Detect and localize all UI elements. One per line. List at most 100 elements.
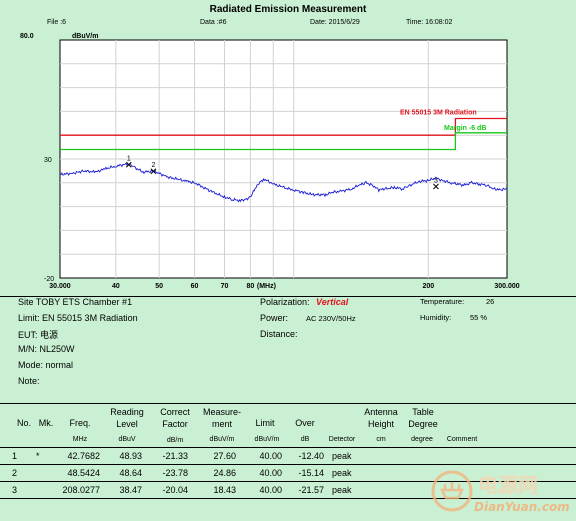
- row-limit: 40.00: [259, 451, 282, 461]
- polarization-row: Polarization: Vertical: [260, 297, 348, 307]
- watermark-en: DianYuan.com: [474, 500, 570, 514]
- row-rule-4: [0, 498, 576, 499]
- chart-labels: 80.0 30 -20 dBuV/m 30.000 40 50 60 70 80 200 300.00…: [20, 33, 520, 290]
- row-measure: 24.86: [213, 468, 236, 478]
- file-label: File :6: [47, 19, 67, 26]
- eut-row: EUT: 电源: [18, 328, 58, 341]
- polarization-label: Polarization:: [260, 297, 310, 307]
- col-over: Over: [295, 418, 315, 428]
- humidity-label: Humidity:: [420, 313, 452, 322]
- unit-over: dB: [300, 436, 310, 443]
- site-value: TOBY ETS Chamber #1: [35, 297, 133, 307]
- col-correct-2: Factor: [162, 419, 188, 429]
- row-correct: -20.04: [162, 485, 188, 495]
- col-correct-1: Correct: [160, 407, 190, 417]
- peak-marker: [125, 161, 132, 168]
- limit-line: [60, 117, 507, 136]
- col-no: No.: [16, 418, 31, 428]
- unit-freq: MHz: [72, 436, 88, 443]
- row-detector: peak: [332, 485, 352, 495]
- row-rule-2: [0, 464, 576, 465]
- humidity-value: 55 %: [470, 313, 488, 322]
- divider: [0, 296, 576, 297]
- y-tick-label: -20: [44, 276, 54, 283]
- unit-comment: Comment: [446, 436, 478, 443]
- row-correct: -23.78: [162, 468, 188, 478]
- col-antenna-1: Antenna: [364, 407, 398, 417]
- temperature-value: 26: [486, 297, 495, 306]
- row-freq: 48.5424: [67, 468, 100, 478]
- peak-marker-label: 2: [151, 162, 155, 169]
- dianyuan-watermark: 电源网 DianYuan.com: [431, 470, 570, 514]
- limit-label: Limit:: [18, 313, 40, 323]
- row-measure: 27.60: [213, 451, 236, 461]
- row-reading: 38.47: [119, 485, 142, 495]
- row-detector: peak: [332, 451, 352, 461]
- col-freq: Freq.: [69, 418, 91, 428]
- row-correct: -21.33: [162, 451, 188, 461]
- margin-line: [60, 132, 507, 151]
- row-over: -12.40: [298, 451, 324, 461]
- row-freq: 208.0277: [62, 485, 100, 495]
- measurement-trace: [60, 162, 508, 203]
- unit-antenna: cm: [376, 436, 386, 443]
- x-tick-label: 80: [247, 283, 255, 290]
- col-table-1: Table: [412, 407, 434, 417]
- col-table-2: Degree: [408, 419, 438, 429]
- row-freq: 42.7682: [67, 451, 100, 461]
- y-tick-label: 30: [44, 157, 52, 164]
- mn-row: M/N: NL250W: [18, 344, 75, 354]
- eut-value: 电源: [40, 330, 59, 340]
- row-detector: peak: [332, 468, 352, 478]
- distance-label: Distance:: [260, 329, 298, 339]
- row-limit: 40.00: [259, 468, 282, 478]
- row-rule-3: [0, 481, 576, 482]
- mn-label: M/N:: [18, 344, 37, 354]
- table-top-rule: [0, 403, 576, 404]
- temperature-label: Temperature:: [420, 297, 465, 306]
- peak-marker-label: 1: [127, 156, 131, 163]
- limit-value: EN 55015 3M Radiation: [42, 313, 138, 323]
- row-over: -15.14: [298, 468, 324, 478]
- power-value: AC 230V/50Hz: [306, 314, 356, 323]
- note-label: Note:: [18, 376, 40, 386]
- row-measure: 18.43: [213, 485, 236, 495]
- peak-marker-label: 3: [434, 178, 438, 185]
- row-rule-1: [0, 447, 576, 448]
- unit-correct: dB/m: [166, 437, 184, 444]
- plug-icon: [431, 470, 473, 512]
- row-reading: 48.93: [119, 451, 142, 461]
- row-mk: *: [36, 451, 40, 461]
- power-label: Power:: [260, 313, 289, 323]
- plug-prongs-icon: [439, 482, 465, 500]
- x-tick-label: 60: [191, 283, 199, 290]
- row-reading: 48.64: [119, 468, 142, 478]
- x-tick-label: 40: [112, 283, 120, 290]
- date-label: Date: 2015/6/29: [310, 19, 360, 26]
- col-mk: Mk.: [38, 418, 54, 428]
- unit-measure: dBuV/m: [209, 436, 235, 443]
- site-label: Site: [18, 297, 34, 307]
- mode-label: Mode:: [18, 360, 44, 370]
- eut-label: EUT:: [18, 330, 38, 340]
- unit-detector: Detector: [328, 436, 356, 443]
- x-tick-label: 200: [422, 283, 434, 290]
- site-row: Site TOBY ETS Chamber #1: [18, 297, 132, 307]
- report-title: Radiated Emission Measurement: [209, 4, 367, 15]
- limit-row: Limit: EN 55015 3M Radiation: [18, 313, 138, 323]
- col-reading-2: Level: [116, 419, 138, 429]
- x-tick-label: 50: [155, 283, 163, 290]
- col-reading-1: Reading: [110, 407, 144, 417]
- x-tick-label: 300.000: [494, 283, 519, 290]
- chart-lines: [60, 117, 508, 203]
- unit-degree: degree: [411, 436, 433, 443]
- data-label: Data :#6: [200, 19, 227, 26]
- col-measure-1: Measure-: [202, 407, 241, 417]
- x-tick-label: 70: [221, 283, 229, 290]
- peak-marker: [150, 168, 157, 175]
- limit-line-label: EN 55015 3M Radiation: [400, 110, 477, 117]
- y-unit-label: dBuV/m: [72, 33, 98, 40]
- unit-limit: dBuV/m: [254, 436, 280, 443]
- x-unit-label: (MHz): [257, 283, 276, 290]
- y-tick-label: 80.0: [20, 33, 34, 40]
